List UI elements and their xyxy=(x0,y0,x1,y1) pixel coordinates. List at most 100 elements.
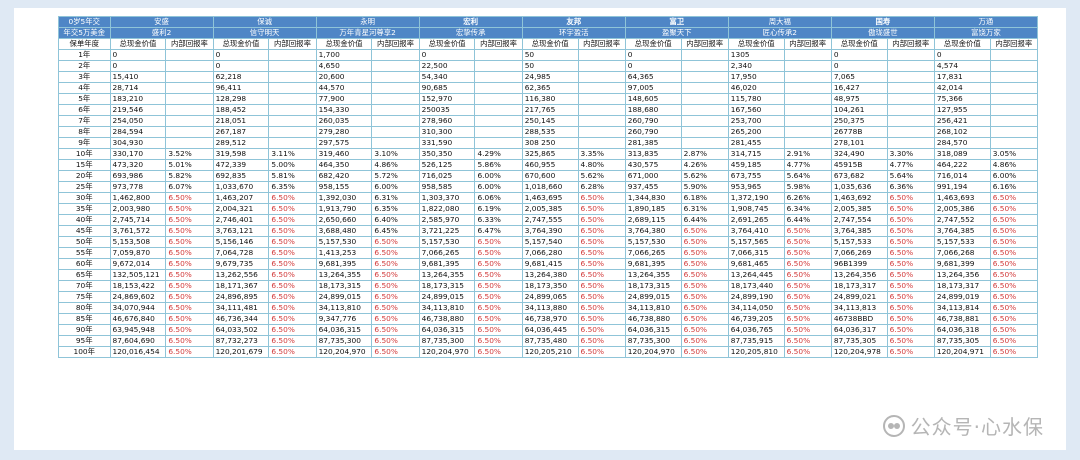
cash-value-cell: 115,780 xyxy=(727,93,785,105)
table-row: 50年 5,153,508 6.50% 5,156,146 6.50% 5,157,530… xyxy=(58,236,1039,248)
irr-cell: 6.50% xyxy=(886,225,935,237)
cash-value-cell: 87,732,273 xyxy=(212,335,270,347)
irr-cell: 6.50% xyxy=(474,280,523,292)
irr-cell: 6.35% xyxy=(268,181,317,193)
cash-value-cell: 219,546 xyxy=(109,104,167,116)
cash-value-cell: 4,574 xyxy=(933,60,991,72)
irr-cell: 6.50% xyxy=(989,269,1039,281)
irr-cell xyxy=(989,71,1039,83)
irr-cell: 5.64% xyxy=(783,170,832,182)
cash-value-cell: 9,679,735 xyxy=(212,258,270,270)
irr-cell xyxy=(783,71,832,83)
cash-value-cell: 3,688,480 xyxy=(315,225,373,237)
cash-value-cell: 7,066,265 xyxy=(624,247,682,259)
year-column-header: 保单年度 xyxy=(58,38,111,50)
irr-cell xyxy=(783,60,832,72)
cash-value-cell: 2,585,970 xyxy=(418,214,476,226)
irr-cell xyxy=(268,71,317,83)
irr-cell xyxy=(680,60,729,72)
irr-cell: 6.50% xyxy=(577,214,626,226)
cash-value-cell: 217,765 xyxy=(521,104,579,116)
cash-value-cell: 154,330 xyxy=(315,104,373,116)
cash-value-cell: 460,955 xyxy=(521,159,579,171)
irr-cell: 5.81% xyxy=(268,170,317,182)
irr-cell: 6.50% xyxy=(268,236,317,248)
irr-cell xyxy=(680,104,729,116)
irr-cell xyxy=(165,71,214,83)
cash-value-cell: 671,000 xyxy=(624,170,682,182)
irr-cell: 6.50% xyxy=(989,313,1039,325)
cash-value-cell: 279,280 xyxy=(315,126,373,138)
corner-cell-line1: 0岁5年交 xyxy=(58,16,111,28)
cash-value-cell: 2,747,554 xyxy=(830,214,888,226)
table-row: 100年 120,016,454 6.50% 120,201,679 6.50% 120,… xyxy=(58,346,1039,358)
cash-value-cell: 692,835 xyxy=(212,170,270,182)
irr-cell xyxy=(165,93,214,105)
cash-value-cell: 87,735,305 xyxy=(830,335,888,347)
irr-cell: 2.87% xyxy=(680,148,729,160)
irr-cell: 6.19% xyxy=(474,203,523,215)
table-row: 9年 304,930 289,512 297,575 331,590 308 250 281… xyxy=(58,137,1039,149)
cash-value-cell: 152,970 xyxy=(418,93,476,105)
table-row: 1年 0 0 1,700 0 50 0 1305 0 0 xyxy=(58,49,1039,61)
irr-cell xyxy=(783,115,832,127)
cash-value-cell: 50 xyxy=(521,60,579,72)
table-row: 4年 28,714 96,411 44,570 90,685 62,365 97,005 46… xyxy=(58,82,1039,94)
irr-cell: 3.30% xyxy=(886,148,935,160)
irr-cell: 6.44% xyxy=(783,214,832,226)
cash-value-cell: 1,908,745 xyxy=(727,203,785,215)
cash-value-cell: 0 xyxy=(830,49,888,61)
irr-cell xyxy=(577,82,626,94)
irr-cell: 6.50% xyxy=(165,214,214,226)
irr-cell: 6.50% xyxy=(886,324,935,336)
cash-value-cell: 0 xyxy=(830,60,888,72)
cash-value-cell: 16,427 xyxy=(830,82,888,94)
cash-value-cell: 5,157,533 xyxy=(933,236,991,248)
irr-cell xyxy=(680,82,729,94)
irr-cell: 6.47% xyxy=(474,225,523,237)
policy-year: 85年 xyxy=(58,313,111,325)
policy-year: 8年 xyxy=(58,126,111,138)
cash-value-cell: 254,050 xyxy=(109,115,167,127)
cash-value-cell: 1,463,692 xyxy=(830,192,888,204)
irr-cell: 3.11% xyxy=(268,148,317,160)
irr-header: 内部回报率 xyxy=(165,38,214,50)
cash-value-cell: 0 xyxy=(624,49,682,61)
cash-value-cell: 18,173,317 xyxy=(830,280,888,292)
cash-value-cell: 1,035,636 xyxy=(830,181,888,193)
cash-value-cell: 0 xyxy=(212,49,270,61)
cash-value-cell: 0 xyxy=(933,49,991,61)
cash-value-cell: 97,005 xyxy=(624,82,682,94)
irr-cell: 6.50% xyxy=(886,192,935,204)
cash-value-cell: 716,014 xyxy=(933,170,991,182)
cash-value-cell: 9,681,465 xyxy=(727,258,785,270)
cash-value-cell: 7,065 xyxy=(830,71,888,83)
company-name: 宏利 xyxy=(418,16,523,28)
irr-cell xyxy=(371,71,420,83)
cash-value-cell: 18,171,367 xyxy=(212,280,270,292)
irr-cell: 4.86% xyxy=(989,159,1039,171)
cash-value-cell: 34,113,810 xyxy=(418,302,476,314)
irr-cell xyxy=(886,104,935,116)
cash-value-cell: 7,059,870 xyxy=(109,247,167,259)
policy-year: 35年 xyxy=(58,203,111,215)
irr-cell: 6.50% xyxy=(268,203,317,215)
irr-cell xyxy=(886,137,935,149)
cash-value-cell: 120,016,454 xyxy=(109,346,167,358)
cash-value-cell: 50 xyxy=(521,49,579,61)
irr-cell: 6.50% xyxy=(989,214,1039,226)
irr-cell xyxy=(165,137,214,149)
irr-cell: 5.98% xyxy=(783,181,832,193)
cash-value-cell: 2,340 xyxy=(727,60,785,72)
irr-cell: 6.50% xyxy=(165,335,214,347)
irr-cell: 6.50% xyxy=(577,313,626,325)
policy-year: 6年 xyxy=(58,104,111,116)
irr-cell: 6.50% xyxy=(268,346,317,358)
cash-value-cell: 188,452 xyxy=(212,104,270,116)
irr-cell xyxy=(371,126,420,138)
irr-cell: 6.50% xyxy=(268,335,317,347)
irr-cell xyxy=(371,115,420,127)
cash-value-cell: 34,114,050 xyxy=(727,302,785,314)
policy-year: 40年 xyxy=(58,214,111,226)
cash-value-cell: 297,575 xyxy=(315,137,373,149)
